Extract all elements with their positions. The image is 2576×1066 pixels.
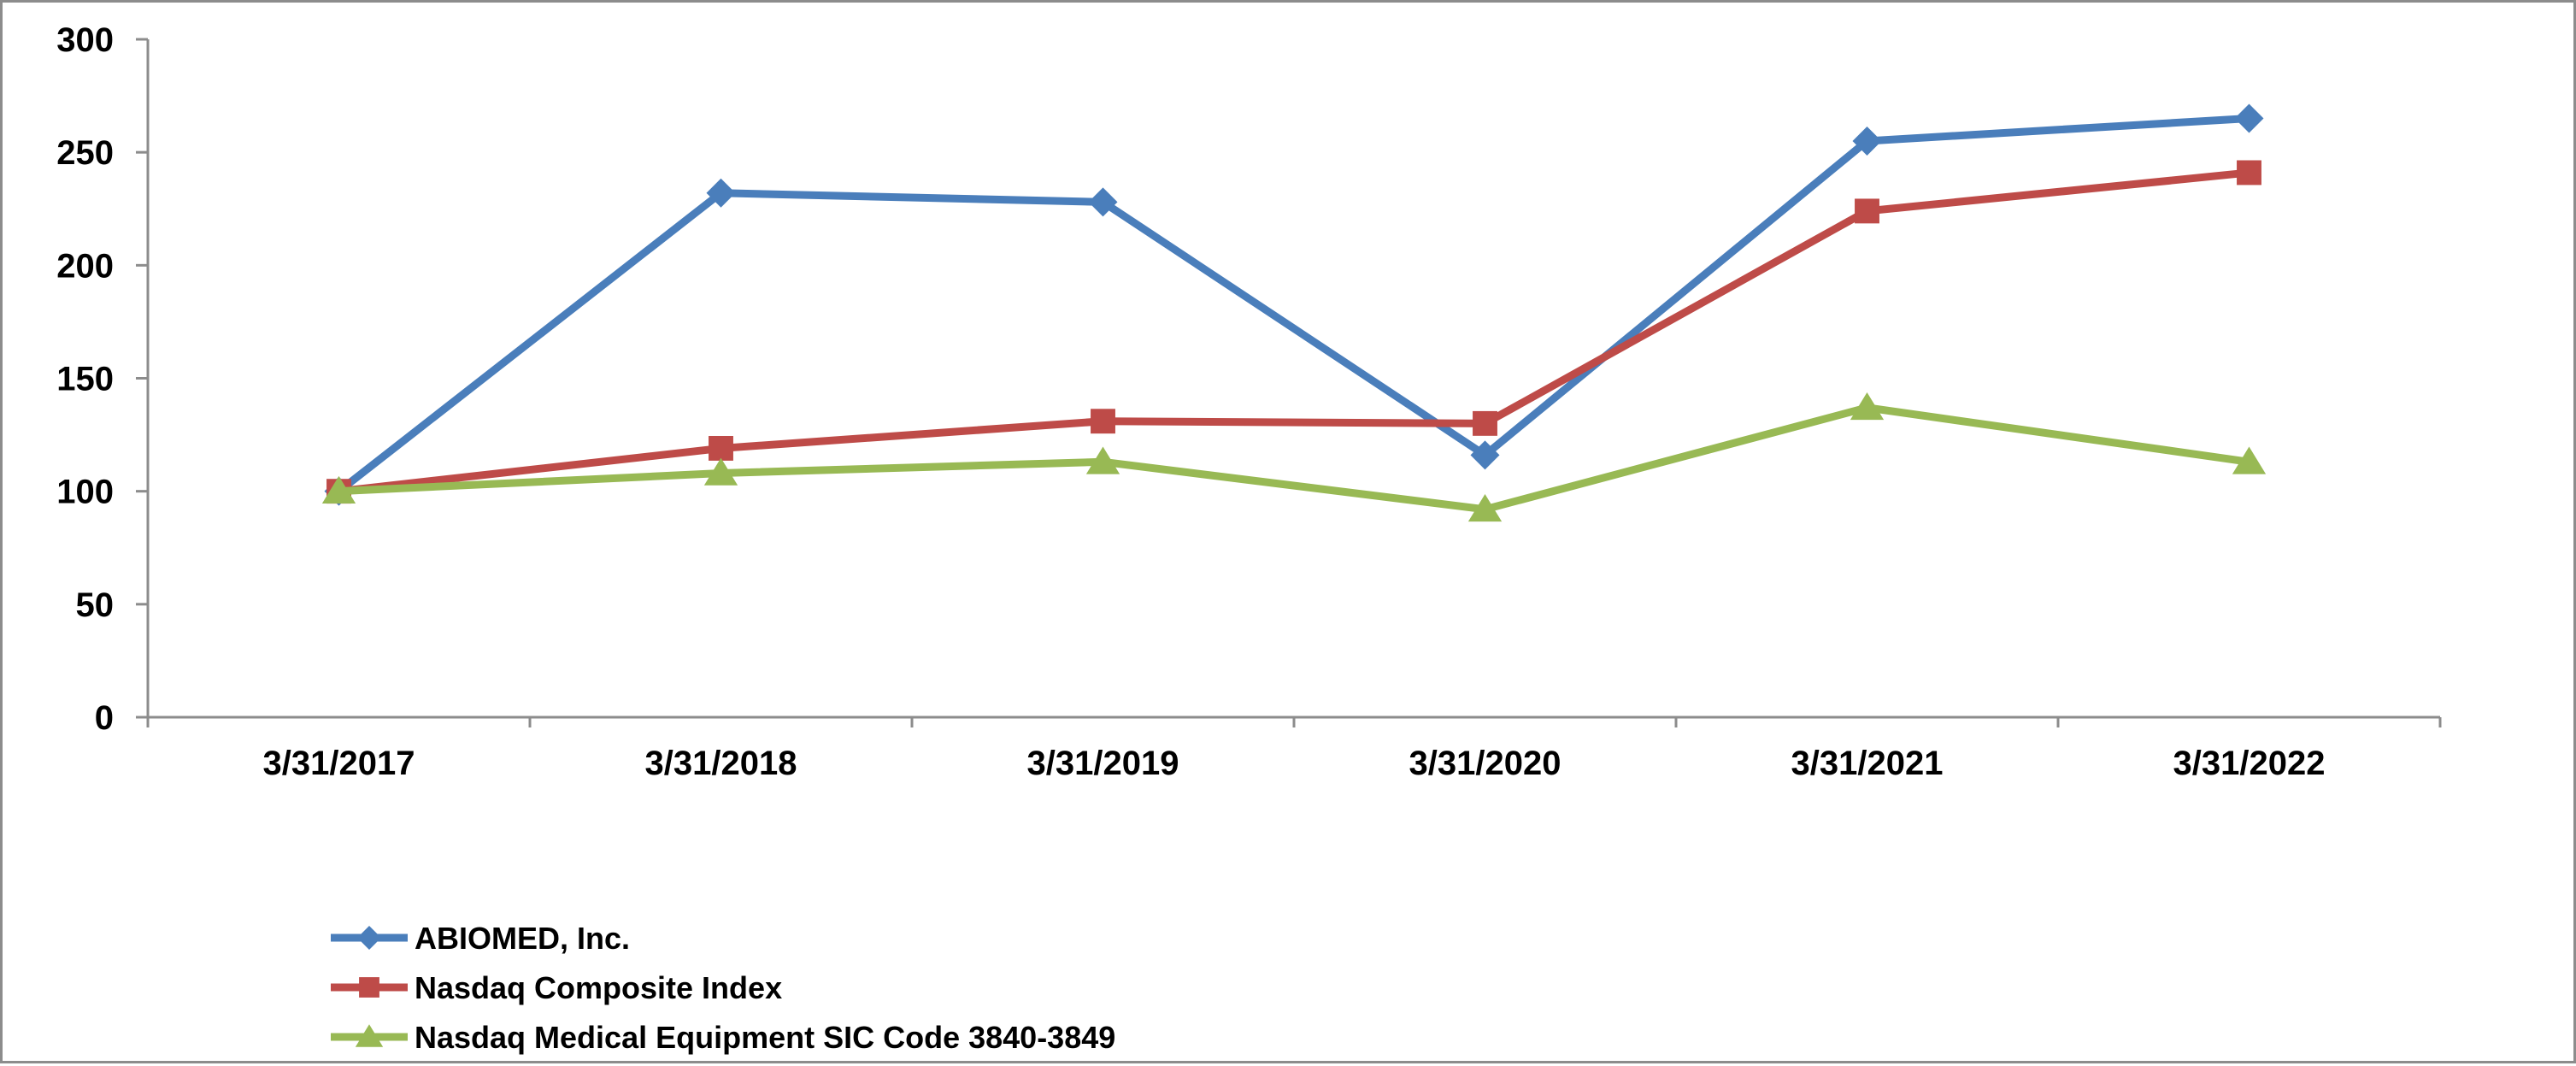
- x-tick-label: 3/31/2017: [263, 745, 415, 782]
- data-point: [1470, 440, 1500, 470]
- legend-swatch-marker: [359, 977, 379, 998]
- data-point: [703, 457, 738, 486]
- data-point: [1855, 198, 1879, 224]
- data-point: [321, 475, 356, 504]
- legend-label: Nasdaq Medical Equipment SIC Code 3840-3…: [415, 1020, 1115, 1055]
- legend-swatch-marker: [355, 1024, 384, 1047]
- x-tick-label: 3/31/2020: [1409, 745, 1561, 782]
- y-tick-label: 0: [95, 699, 114, 737]
- data-point: [1850, 392, 1885, 421]
- legend-label: ABIOMED, Inc.: [415, 921, 630, 956]
- legend: ABIOMED, Inc. Nasdaq Composite Index Nasda…: [331, 921, 1115, 1055]
- data-point: [1091, 409, 1115, 434]
- legend-label: Nasdaq Composite Index: [415, 970, 782, 1005]
- data-point: [706, 178, 736, 208]
- data-point: [2232, 446, 2267, 474]
- series-line: [335, 403, 2253, 514]
- y-axis: 0 50 100 150 200 250 300: [56, 21, 150, 737]
- data-point: [1088, 187, 1118, 217]
- x-tick-label: 3/31/2019: [1027, 745, 1179, 782]
- x-tick-label: 3/31/2018: [645, 745, 797, 782]
- y-tick-label: 250: [56, 134, 114, 172]
- x-axis: 3/31/2017 3/31/2018 3/31/2019 3/31/2020 3/31…: [146, 716, 2442, 782]
- data-point: [1473, 410, 1497, 436]
- y-tick-label: 150: [56, 361, 114, 398]
- series-triangle: [321, 392, 2267, 522]
- y-tick-label: 200: [56, 247, 114, 285]
- series-line: [335, 115, 2253, 496]
- legend-swatch-marker: [357, 926, 381, 950]
- y-tick-label: 50: [76, 586, 115, 624]
- data-point: [709, 435, 733, 461]
- series-layer: [321, 103, 2267, 522]
- x-tick-label: 3/31/2021: [1791, 745, 1944, 782]
- x-tick-label: 3/31/2022: [2173, 745, 2326, 782]
- legend-entry: ABIOMED, Inc.: [331, 921, 630, 956]
- data-point: [2237, 160, 2261, 186]
- legend-entry: Nasdaq Composite Index: [331, 970, 782, 1005]
- data-point: [1467, 493, 1503, 522]
- data-point: [2234, 103, 2264, 133]
- series-square: [326, 160, 2261, 504]
- y-tick-label: 100: [56, 474, 114, 511]
- data-point: [1085, 446, 1120, 474]
- series-line: [335, 168, 2253, 496]
- data-point: [1852, 126, 1882, 156]
- y-tick-label: 300: [56, 21, 114, 59]
- series-diamond: [324, 103, 2264, 506]
- legend-entry: Nasdaq Medical Equipment SIC Code 3840-3…: [331, 1020, 1115, 1055]
